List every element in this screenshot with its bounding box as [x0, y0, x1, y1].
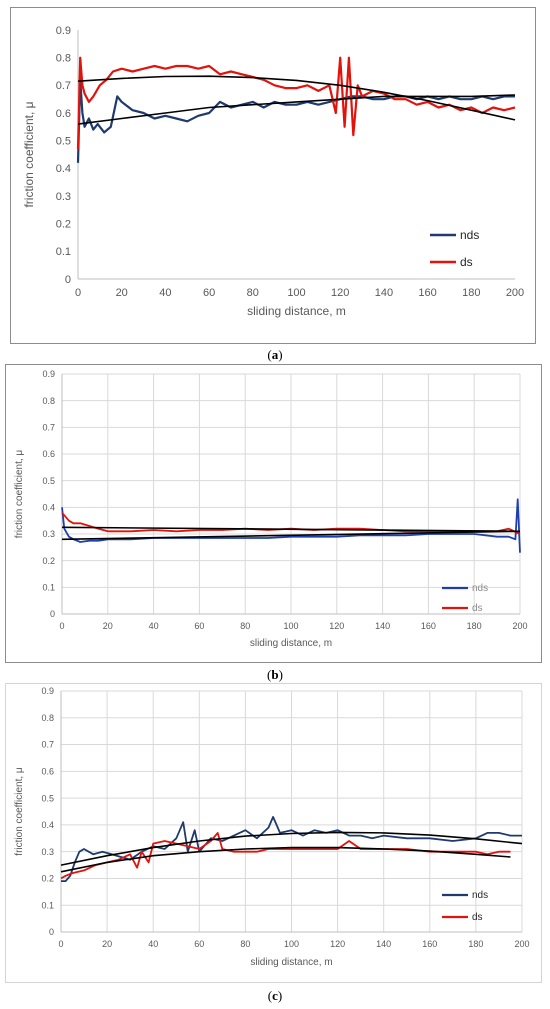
- x-axis-title: sliding distance, m: [250, 638, 332, 649]
- panel-a-frame: [10, 7, 536, 344]
- y-tick-label: 0.1: [41, 900, 54, 910]
- x-tick-label: 120: [330, 939, 345, 949]
- legend-label-ds: ds: [460, 255, 473, 269]
- x-tick-label: 60: [203, 287, 215, 299]
- y-tick-label: 0.5: [42, 476, 55, 486]
- series-line-nds: [61, 816, 522, 882]
- y-tick-label: 0.3: [42, 529, 55, 539]
- y-axis-title: friction coefficient, μ: [14, 450, 25, 539]
- y-tick-label: 0: [65, 274, 71, 286]
- x-tick-label: 20: [103, 621, 113, 631]
- y-tick-label: 0.1: [42, 582, 55, 592]
- y-tick-label: 0.7: [56, 80, 71, 92]
- x-tick-label: 80: [240, 939, 250, 949]
- y-tick-label: 0.8: [41, 713, 54, 723]
- trendline: [77, 94, 516, 125]
- x-tick-label: 200: [514, 939, 529, 949]
- trendline: [77, 75, 516, 121]
- x-tick-label: 140: [375, 287, 393, 299]
- x-tick-label: 200: [506, 287, 524, 299]
- y-tick-label: 0: [49, 927, 54, 937]
- y-tick-label: 0.2: [42, 556, 55, 566]
- series-line-nds: [76, 78, 515, 163]
- y-tick-label: 0.8: [42, 396, 55, 406]
- x-tick-label: 120: [331, 287, 349, 299]
- series-line-nds: [61, 498, 521, 553]
- x-tick-label: 140: [376, 939, 391, 949]
- x-tick-label: 40: [149, 621, 159, 631]
- x-tick-label: 180: [462, 287, 480, 299]
- y-tick-label: 0.3: [41, 847, 54, 857]
- x-tick-label: 40: [148, 939, 158, 949]
- x-tick-label: 40: [159, 287, 171, 299]
- legend-label-nds: nds: [472, 890, 488, 901]
- x-tick-label: 180: [468, 939, 483, 949]
- y-tick-label: 0.6: [56, 108, 71, 120]
- caption-c: (c): [267, 988, 283, 1003]
- y-tick-label: 0.5: [41, 793, 54, 803]
- y-tick-label: 0.5: [56, 136, 71, 148]
- y-tick-label: 0.1: [56, 246, 71, 258]
- x-tick-label: 100: [284, 939, 299, 949]
- trendline: [61, 526, 521, 533]
- y-tick-label: 0.9: [42, 369, 55, 379]
- trendline: [60, 846, 511, 873]
- legend-label-ds: ds: [472, 603, 483, 614]
- x-tick-label: 100: [287, 287, 305, 299]
- y-tick-label: 0.8: [56, 53, 71, 65]
- x-tick-label: 120: [329, 621, 344, 631]
- y-tick-label: 0.7: [41, 740, 54, 750]
- caption-a: (a): [267, 347, 283, 362]
- y-tick-label: 0.3: [56, 191, 71, 203]
- x-tick-label: 0: [59, 621, 64, 631]
- x-axis-title: sliding distance, m: [250, 957, 332, 968]
- x-tick-label: 20: [102, 939, 112, 949]
- caption-c-letter: c: [272, 988, 278, 1003]
- y-tick-label: 0.6: [41, 766, 54, 776]
- x-tick-label: 60: [194, 621, 204, 631]
- legend-label-ds: ds: [472, 912, 483, 923]
- x-tick-label: 160: [422, 939, 437, 949]
- x-axis-title: sliding distance, m: [247, 304, 346, 318]
- x-tick-label: 160: [418, 287, 436, 299]
- y-tick-label: 0.4: [56, 163, 71, 175]
- y-tick-label: 0.2: [41, 874, 54, 884]
- y-tick-label: 0.9: [41, 686, 54, 696]
- x-tick-label: 0: [75, 287, 81, 299]
- x-tick-label: 80: [240, 621, 250, 631]
- caption-b: (b): [267, 667, 283, 682]
- legend-label-nds: nds: [472, 583, 488, 594]
- panel-b-frame: [5, 364, 542, 663]
- y-axis-title: friction coefficient, μ: [22, 101, 36, 207]
- y-tick-label: 0.4: [42, 502, 55, 512]
- panel-c-frame: [5, 683, 542, 983]
- x-tick-label: 60: [194, 939, 204, 949]
- trendline: [60, 831, 523, 866]
- y-tick-label: 0.9: [56, 25, 71, 37]
- x-tick-label: 180: [467, 621, 482, 631]
- caption-b-letter: b: [271, 667, 279, 682]
- x-tick-label: 20: [116, 287, 128, 299]
- y-axis-title: friction coefficient, μ: [14, 767, 25, 856]
- x-tick-label: 100: [283, 621, 298, 631]
- y-tick-label: 0.2: [56, 219, 71, 231]
- y-tick-label: 0.4: [41, 820, 54, 830]
- y-tick-label: 0.7: [42, 422, 55, 432]
- trendline: [61, 530, 521, 541]
- y-tick-label: 0: [50, 609, 55, 619]
- x-tick-label: 160: [421, 621, 436, 631]
- x-tick-label: 0: [58, 939, 63, 949]
- caption-a-letter: a: [271, 347, 279, 362]
- y-tick-label: 0.6: [42, 449, 55, 459]
- series-line-ds: [76, 56, 516, 150]
- series-line-ds: [60, 832, 511, 880]
- x-tick-label: 80: [247, 287, 259, 299]
- legend-label-nds: nds: [460, 228, 479, 242]
- x-tick-label: 200: [512, 621, 527, 631]
- x-tick-label: 140: [375, 621, 390, 631]
